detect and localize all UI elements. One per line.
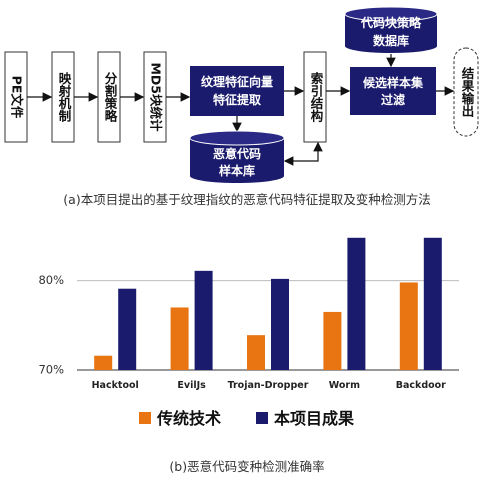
bar-traditional-hacktool bbox=[94, 355, 113, 370]
legend-swatch-project bbox=[256, 412, 268, 424]
candidate-line2: 过滤 bbox=[381, 92, 405, 107]
category-labels: Hacktool EvilJs Trojan-Dropper Worm Back… bbox=[92, 380, 447, 391]
legend-swatch-traditional bbox=[139, 412, 151, 424]
arrow-index-db bbox=[283, 141, 323, 166]
bar-series-group bbox=[94, 237, 442, 370]
bar-traditional-backdoor bbox=[399, 282, 418, 370]
caption-a: (a)本项目提出的基于纹理指纹的恶意代码特征提取及变种检测方法 bbox=[63, 192, 430, 207]
category-label: Worm bbox=[329, 380, 360, 391]
bar-project-worm bbox=[347, 237, 366, 370]
split-label: 分割策略 bbox=[103, 71, 118, 123]
candidate-line1: 候选样本集 bbox=[363, 75, 424, 90]
legend-label-project: 本项目成果 bbox=[274, 409, 354, 428]
index-box: 索引结构 bbox=[303, 51, 327, 143]
pe-file-box: PE文件 bbox=[4, 51, 28, 143]
malware-db-cylinder: 恶意代码 样本库 bbox=[189, 130, 285, 183]
code-db-line2: 数据库 bbox=[373, 33, 409, 48]
mapping-box: 映射机制 bbox=[51, 51, 75, 143]
bar-project-trojan-dropper bbox=[271, 278, 289, 370]
legend-label-traditional: 传统技术 bbox=[156, 409, 221, 428]
output-terminator: 结果输出 bbox=[453, 47, 479, 137]
category-label: Trojan-Dropper bbox=[228, 380, 309, 391]
candidate-filter-box: 候选样本集 过滤 bbox=[350, 67, 436, 115]
y-tick-label: 80% bbox=[38, 273, 64, 287]
mapping-label: 映射机制 bbox=[57, 71, 72, 123]
pe-file-label: PE文件 bbox=[10, 76, 25, 119]
bar-traditional-worm bbox=[323, 311, 342, 370]
bar-project-hacktool bbox=[118, 288, 137, 370]
texture-feature-box: 纹理特征向量 特征提取 bbox=[190, 66, 284, 116]
md5-label: MD5块统计 bbox=[149, 62, 164, 132]
caption-b: (b)恶意代码变种检测准确率 bbox=[169, 459, 324, 474]
category-label: EvilJs bbox=[177, 380, 206, 391]
md5-box: MD5块统计 bbox=[143, 51, 167, 143]
bar-chart: 70% 80% Hacktool EvilJs Trojan-Dropper W… bbox=[38, 237, 459, 391]
output-label: 结果输出 bbox=[460, 66, 475, 118]
bar-traditional-trojan-dropper bbox=[247, 335, 265, 370]
bar-traditional-eviljs bbox=[170, 307, 189, 370]
bar-project-backdoor bbox=[423, 237, 442, 370]
y-tick-label: 70% bbox=[38, 363, 64, 377]
code-db-cylinder: 代码块策略 数据库 bbox=[344, 6, 438, 53]
bar-project-eviljs bbox=[194, 270, 213, 370]
legend: 传统技术 本项目成果 bbox=[139, 409, 354, 428]
category-label: Backdoor bbox=[396, 380, 446, 391]
index-label: 索引结构 bbox=[309, 71, 324, 123]
split-box: 分割策略 bbox=[97, 51, 121, 143]
texture-line2: 特征提取 bbox=[213, 92, 261, 107]
malware-db-line1: 恶意代码 bbox=[213, 146, 261, 161]
malware-db-line2: 样本库 bbox=[219, 163, 255, 178]
texture-line1: 纹理特征向量 bbox=[201, 74, 273, 89]
category-label: Hacktool bbox=[92, 380, 139, 391]
code-db-line1: 代码块策略 bbox=[360, 15, 422, 30]
